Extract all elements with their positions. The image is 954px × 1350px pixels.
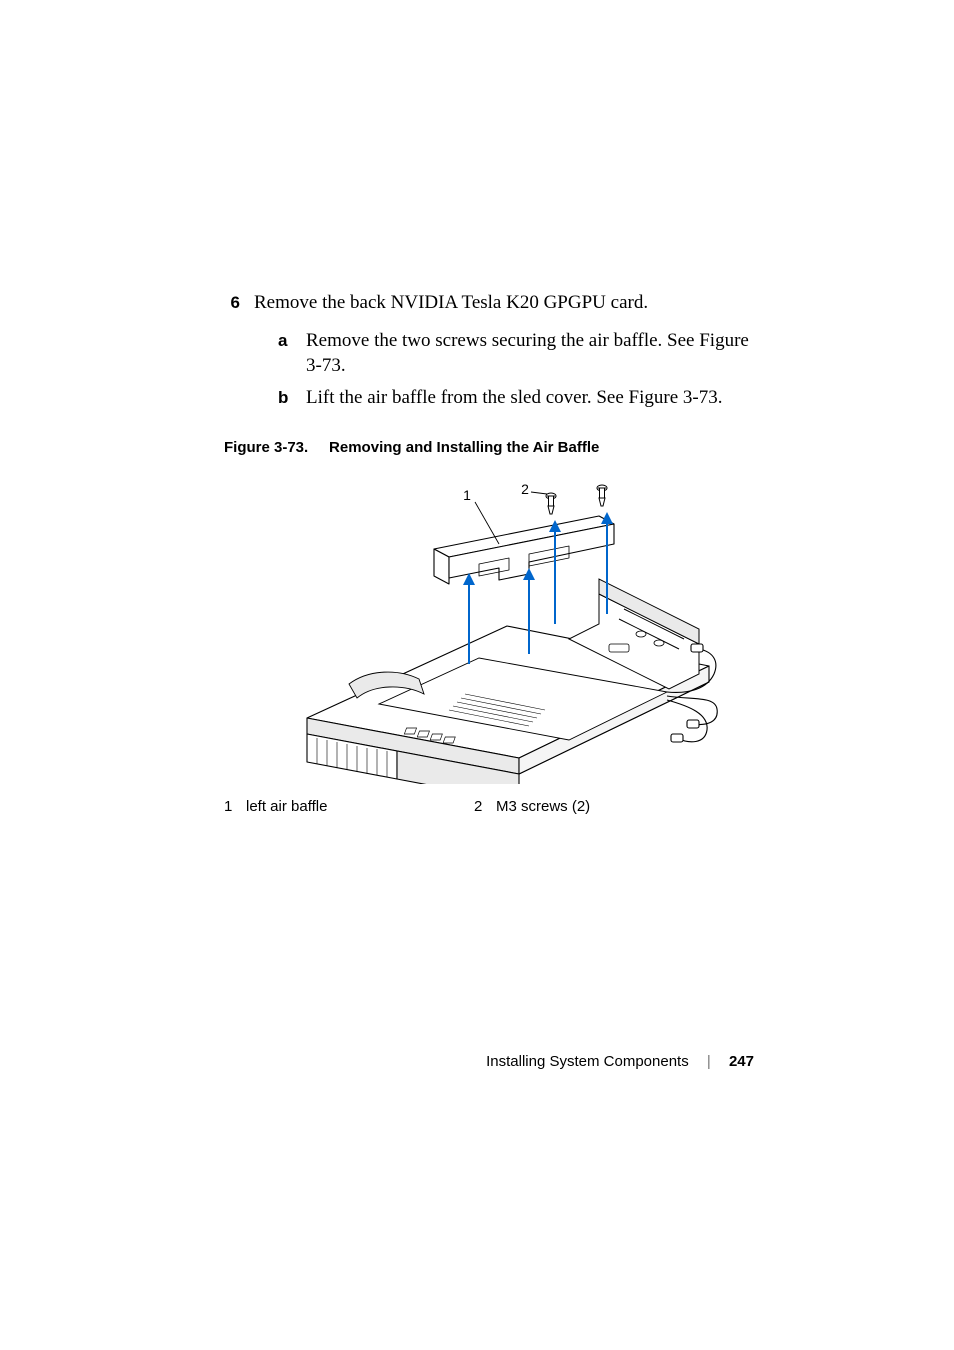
- footer-page-number: 247: [729, 1053, 754, 1070]
- legend-2-label: M3 screws (2): [496, 798, 590, 815]
- legend-2-num: 2: [474, 798, 496, 815]
- footer-section: Installing System Components: [486, 1053, 689, 1070]
- callout-2-number: 2: [521, 481, 529, 497]
- substep-letter: b: [278, 388, 306, 408]
- air-baffle-diagram-svg: 1 2: [269, 474, 719, 784]
- substep-text: Remove the two screws securing the air b…: [306, 328, 764, 379]
- substep-a: a Remove the two screws securing the air…: [278, 328, 764, 379]
- legend-1-label: left air baffle: [246, 798, 327, 815]
- screw-right: [597, 485, 607, 506]
- legend-item-2: 2 M3 screws (2): [474, 798, 590, 815]
- substep-letter: a: [278, 331, 306, 351]
- figure-diagram: 1 2: [224, 474, 764, 784]
- legend-1-num: 1: [224, 798, 246, 815]
- figure-legend: 1 left air baffle 2 M3 screws (2): [224, 798, 764, 815]
- step-number: 6: [224, 293, 254, 313]
- figure-caption-prefix: Figure 3-73.: [224, 439, 308, 456]
- legend-item-1: 1 left air baffle: [224, 798, 474, 815]
- screws: [546, 485, 607, 514]
- step-text: Remove the back NVIDIA Tesla K20 GPGPU c…: [254, 290, 648, 316]
- content-block: 6 Remove the back NVIDIA Tesla K20 GPGPU…: [224, 290, 764, 815]
- substep-text: Lift the air baffle from the sled cover.…: [306, 385, 722, 411]
- footer-separator: |: [707, 1053, 711, 1070]
- page: 6 Remove the back NVIDIA Tesla K20 GPGPU…: [0, 0, 954, 1350]
- figure-caption-title: Removing and Installing the Air Baffle: [329, 439, 599, 456]
- air-baffle: [434, 516, 614, 584]
- figure-caption: Figure 3-73. Removing and Installing the…: [224, 439, 764, 456]
- page-footer: Installing System Components | 247: [0, 1053, 954, 1070]
- substep-b: b Lift the air baffle from the sled cove…: [278, 385, 764, 411]
- callout-1-number: 1: [463, 487, 471, 503]
- screw-left: [546, 493, 556, 514]
- step-6: 6 Remove the back NVIDIA Tesla K20 GPGPU…: [224, 290, 764, 316]
